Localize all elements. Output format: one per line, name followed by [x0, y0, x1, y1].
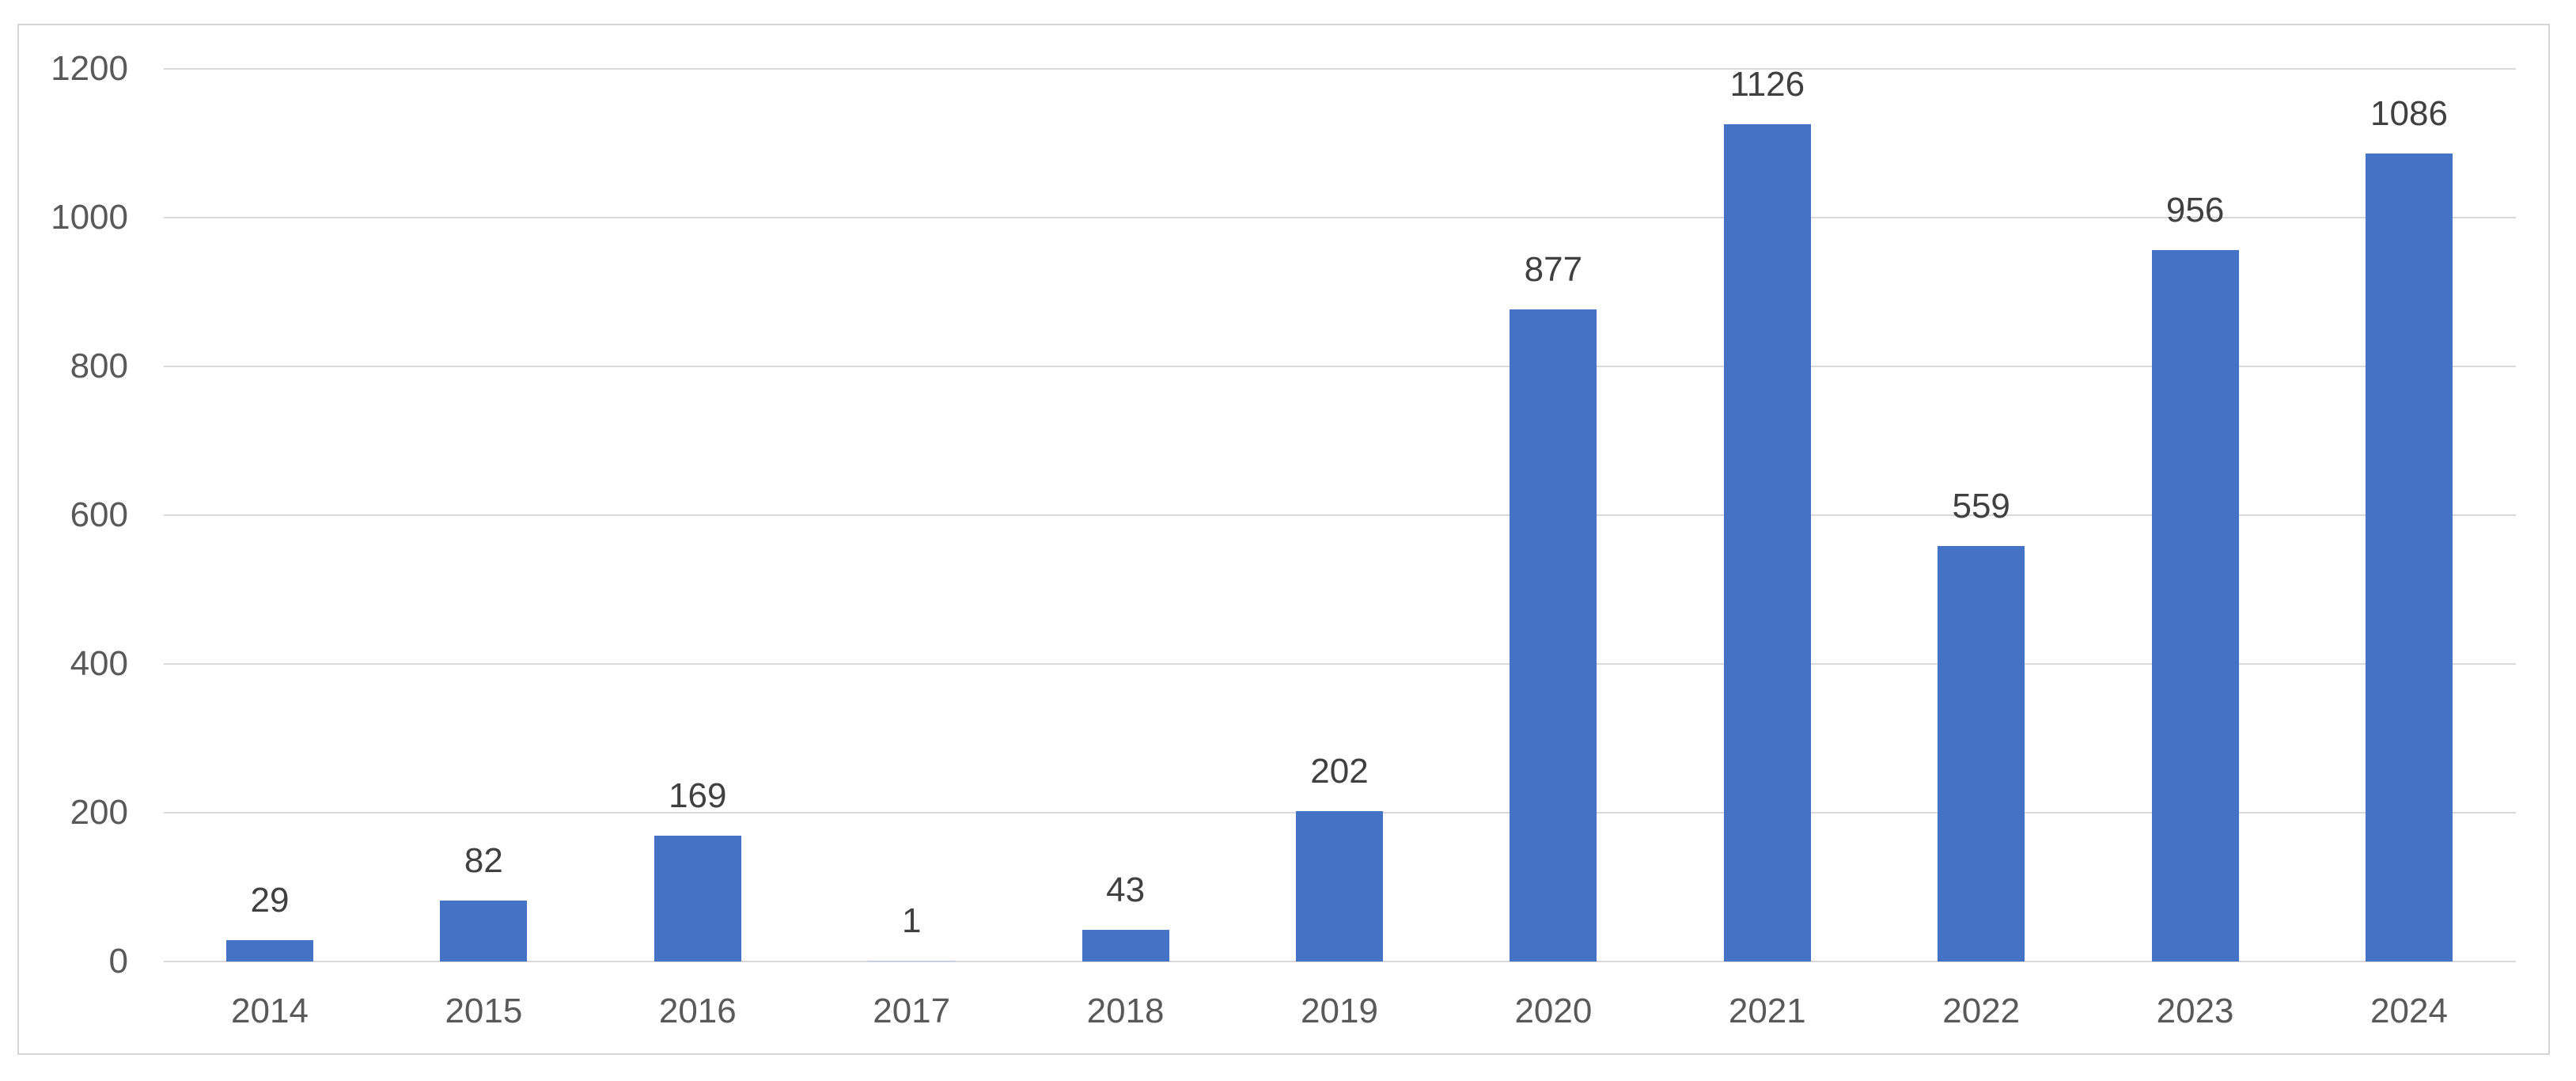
bar-value-label: 202 — [1310, 752, 1369, 791]
x-axis-category-label: 2017 — [873, 992, 951, 1030]
x-axis-category-label: 2015 — [445, 992, 523, 1030]
bar-chart: 0 200 400 600 800 1000 1200 29 82 169 1 43 202 877 11… — [17, 24, 2550, 1055]
gridline — [164, 663, 2516, 665]
bar — [2151, 250, 2239, 962]
bar-value-label: 877 — [1524, 249, 1583, 289]
bar — [1510, 309, 1597, 962]
y-axis-tick-label: 0 — [108, 942, 128, 980]
x-axis-category-label: 2021 — [1728, 992, 1806, 1030]
bar — [1723, 123, 1811, 962]
bar-value-label: 1126 — [1729, 64, 1805, 104]
x-axis-category-label: 2016 — [658, 992, 737, 1030]
bar-value-label: 956 — [2165, 191, 2225, 230]
bar — [440, 900, 528, 962]
bar-value-label: 82 — [464, 840, 503, 880]
gridline — [164, 514, 2516, 516]
bar — [226, 939, 313, 962]
y-axis-tick-label: 600 — [70, 495, 128, 534]
bar-value-label: 43 — [1106, 870, 1146, 909]
bar-value-label: 1086 — [2370, 94, 2448, 134]
bar — [868, 960, 956, 962]
gridline — [164, 366, 2516, 367]
x-axis-category-label: 2024 — [2370, 992, 2448, 1030]
x-axis-category-label: 2014 — [231, 992, 309, 1030]
bar-value-label: 559 — [1952, 486, 2010, 525]
bar — [653, 836, 741, 962]
bar-value-label: 1 — [901, 901, 922, 940]
bar-value-label: 169 — [669, 776, 727, 816]
bar — [1296, 811, 1383, 962]
x-axis-category-label: 2020 — [1514, 992, 1593, 1030]
y-axis-tick-label: 400 — [70, 644, 128, 683]
bar — [1938, 545, 2025, 962]
gridline — [164, 961, 2516, 962]
y-axis-tick-label: 1200 — [51, 49, 128, 88]
bar-value-label: 29 — [250, 880, 290, 920]
x-axis-category-label: 2019 — [1301, 992, 1378, 1030]
y-axis-tick-label: 800 — [70, 347, 128, 385]
x-axis-category-label: 2023 — [2156, 992, 2234, 1030]
gridline — [164, 217, 2516, 218]
bar — [1082, 929, 1169, 962]
x-axis-category-label: 2018 — [1086, 992, 1165, 1030]
y-axis-tick-label: 200 — [70, 793, 128, 832]
plot-area: 0 200 400 600 800 1000 1200 29 82 169 1 43 202 877 11… — [19, 25, 2548, 1053]
bar — [2366, 154, 2453, 962]
x-axis-category-label: 2022 — [1942, 992, 2021, 1030]
y-axis-tick-label: 1000 — [51, 198, 128, 237]
gridline — [164, 68, 2516, 70]
